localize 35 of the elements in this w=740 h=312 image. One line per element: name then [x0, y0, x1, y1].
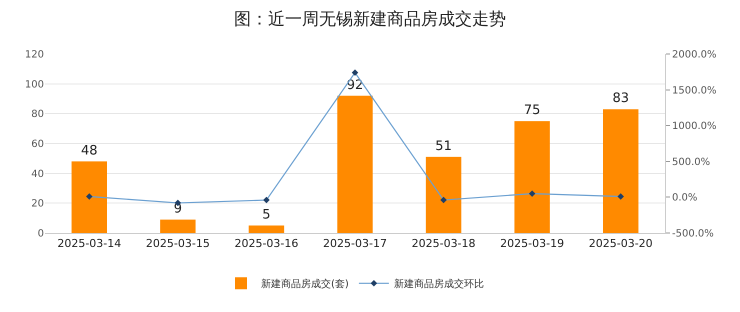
bar	[72, 161, 107, 233]
x-tick-label: 2025-03-15	[146, 237, 210, 250]
x-tick-label: 2025-03-18	[412, 237, 476, 250]
legend-label: 新建商品房成交环比	[394, 278, 484, 290]
x-tick-label: 2025-03-17	[323, 237, 387, 250]
y-tick-label: 20	[31, 198, 44, 210]
y2-tick-label: -500.0%	[672, 228, 714, 240]
x-tick-label: 2025-03-20	[588, 237, 653, 250]
data-label: 75	[524, 103, 540, 118]
x-tick-label: 2025-03-14	[57, 237, 122, 250]
y-tick-label: 40	[31, 168, 44, 180]
y-tick-label: 60	[31, 139, 44, 150]
y2-tick-label: 2000.0%	[672, 50, 716, 60]
y2-tick-label: 500.0%	[672, 156, 710, 168]
bar	[337, 96, 373, 233]
chart-title: 图：近一周无锡新建商品房成交走势	[234, 9, 506, 30]
y2-tick-label: 0.0%	[672, 192, 698, 204]
data-label: 5	[262, 208, 271, 223]
y-tick-label: 120	[24, 50, 44, 60]
y-tick-label: 100	[24, 79, 44, 90]
data-label: 48	[81, 143, 98, 158]
bar	[514, 121, 550, 233]
bar	[426, 156, 462, 233]
y2-tick-label: 1500.0%	[672, 85, 716, 96]
bar	[160, 220, 196, 233]
legend-label: 新建商品房成交(套)	[261, 278, 349, 290]
y2-tick-label: 1000.0%	[672, 121, 716, 132]
bar	[603, 109, 638, 233]
y-tick-label: 80	[31, 109, 44, 120]
bar	[248, 226, 284, 233]
x-tick-label: 2025-03-19	[500, 237, 564, 250]
x-tick-label: 2025-03-16	[234, 237, 298, 250]
data-label: 51	[435, 138, 452, 154]
data-label: 83	[612, 91, 629, 106]
y-tick-label: 0	[38, 228, 44, 240]
